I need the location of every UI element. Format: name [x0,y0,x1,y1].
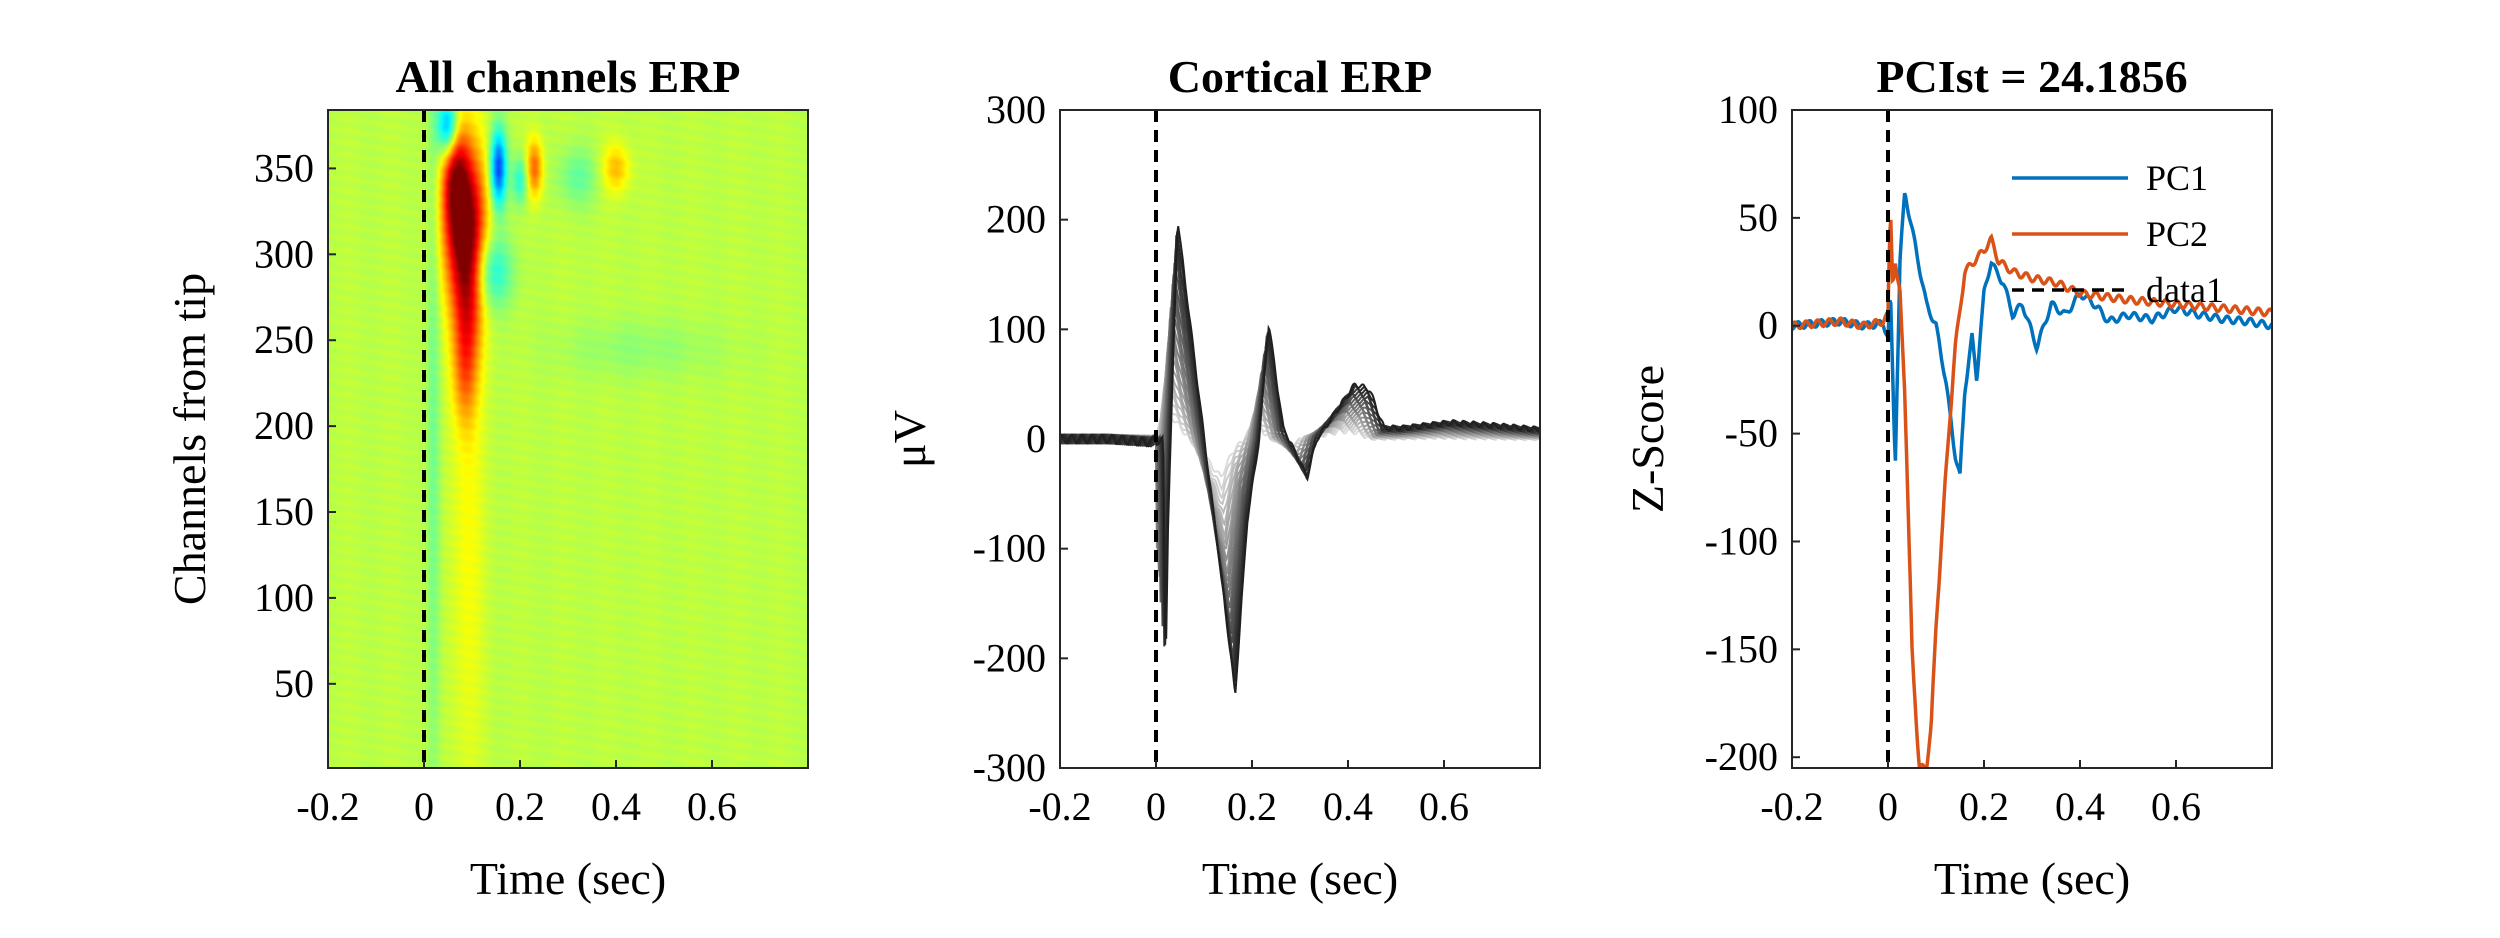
legend-label: data1 [2146,270,2224,310]
series-line-pc2 [1792,219,2272,768]
y-tick-label: 50 [274,661,314,706]
panel-all-channels-erp: -0.2 0 0.2 0.4 0.6 50 100 150 200 250 300 350 All c… [164,51,809,904]
legend-label: PC2 [2146,214,2208,254]
y-tick-label: 100 [254,575,314,620]
x-tick-label: 0.6 [2151,784,2201,829]
x-tick-label: 0.2 [495,784,545,829]
y-tick-label: -100 [1705,518,1778,563]
y-tick-label: 50 [1738,195,1778,240]
erp-x-axis-label: Time (sec) [1202,853,1398,904]
y-tick-label: -200 [973,635,1046,680]
erp-channel-line [1060,353,1540,540]
erp-marks [1060,110,1540,768]
pcist-legend: PC1 PC2 data1 [2012,158,2224,310]
y-tick-label: 0 [1026,416,1046,461]
heatmap-image [328,110,808,768]
x-tick-label: -0.2 [296,784,359,829]
y-tick-label: 300 [986,87,1046,132]
y-tick-label: -100 [973,526,1046,571]
erp-channel-line [1060,304,1540,598]
erp-channel-line [1060,283,1540,620]
x-tick-label: 0.2 [1227,784,1277,829]
panel-cortical-erp: -0.2 0 0.2 0.4 0.6 -300 -200 -100 0 100 200 300 Cor… [884,51,1541,904]
x-tick-label: 0 [1146,784,1166,829]
y-tick-label: 100 [986,306,1046,351]
y-tick-label: -300 [973,745,1046,790]
y-tick-label: 350 [254,145,314,190]
y-tick-label: 150 [254,489,314,534]
y-tick-label: -150 [1705,626,1778,671]
pcist-ticks: -0.2 0 0.2 0.4 0.6 -200 -150 -100 -50 0 50 100 [1705,87,2201,829]
x-tick-label: 0.4 [2055,784,2105,829]
erp-channel-line [1060,326,1540,575]
heatmap-title: All channels ERP [395,51,740,102]
heatmap-frame [327,109,809,769]
erp-ticks: -0.2 0 0.2 0.4 0.6 -300 -200 -100 0 100 200 300 [973,87,1469,829]
erp-channel-line [1060,231,1540,682]
y-tick-label: 100 [1718,87,1778,132]
y-tick-label: 250 [254,317,314,362]
y-tick-label: -200 [1705,734,1778,779]
heatmap-ticks: -0.2 0 0.2 0.4 0.6 50 100 150 200 250 300 350 [254,145,737,829]
x-tick-label: 0.6 [687,784,737,829]
y-tick-label: 200 [254,403,314,448]
x-tick-label: -0.2 [1028,784,1091,829]
y-tick-label: 200 [986,197,1046,242]
erp-y-axis-label: μV [884,410,935,468]
x-tick-label: 0.4 [1323,784,1373,829]
x-tick-label: 0.4 [591,784,641,829]
x-tick-label: -0.2 [1760,784,1823,829]
heatmap-x-axis-label: Time (sec) [470,853,666,904]
pcist-marks [1792,110,2272,768]
y-tick-label: -50 [1725,411,1778,456]
erp-title: Cortical ERP [1168,51,1432,102]
erp-channel-line [1060,275,1540,629]
x-tick-label: 0.6 [1419,784,1469,829]
heatmap-y-axis-label: Channels from tip [164,273,215,605]
pcist-frame [1791,109,2273,769]
erp-channel-line [1060,226,1540,693]
x-tick-label: 0.2 [1959,784,2009,829]
x-tick-label: 0 [1878,784,1898,829]
pcist-x-axis-label: Time (sec) [1934,853,2130,904]
pcist-y-axis-label: Z-Score [1622,365,1673,513]
y-tick-label: 300 [254,231,314,276]
x-tick-label: 0 [414,784,434,829]
y-tick-label: 0 [1758,303,1778,348]
pcist-title: PCIst = 24.1856 [1876,51,2187,102]
legend-label: PC1 [2146,158,2208,198]
